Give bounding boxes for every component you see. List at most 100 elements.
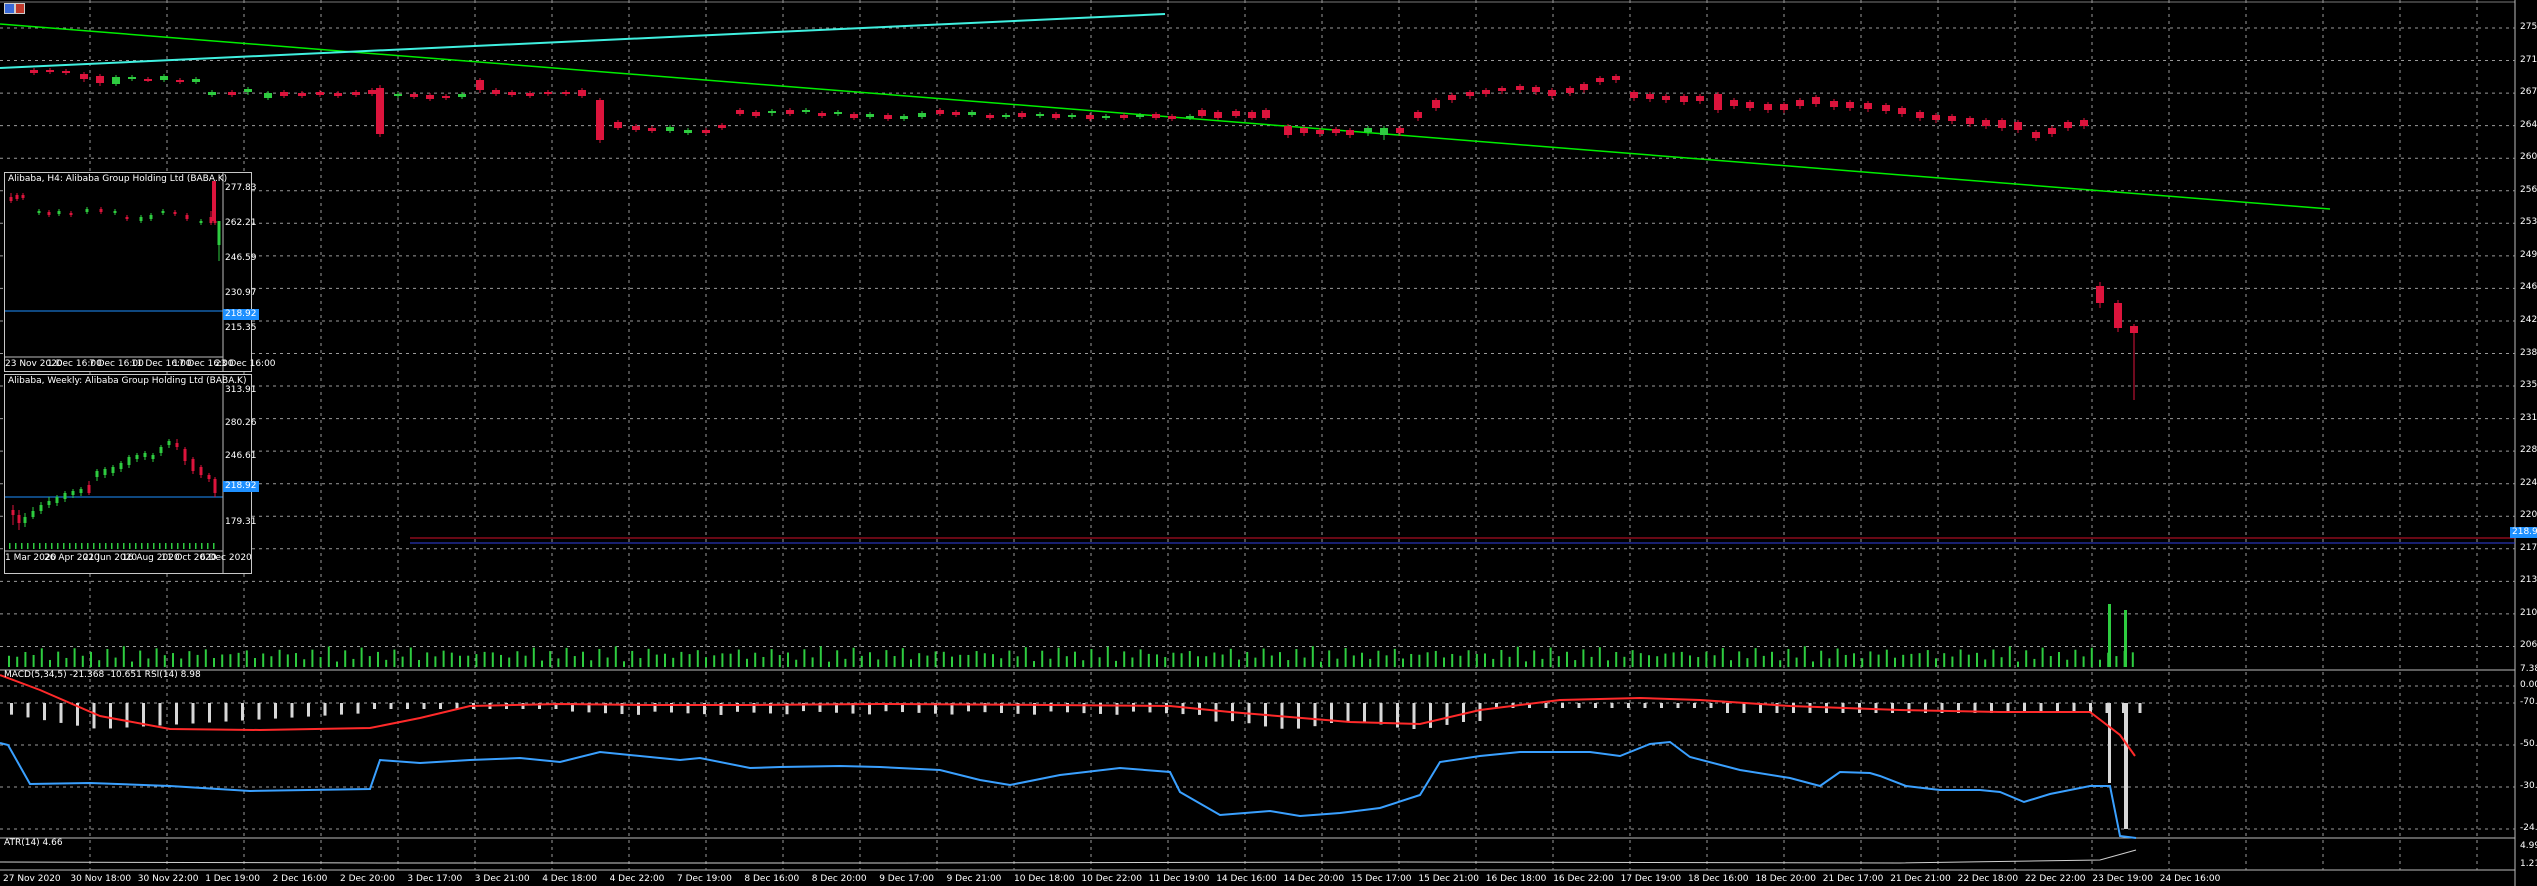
time-axis-label: 11 Dec 19:00 [1148, 874, 1210, 884]
time-axis-label: 15 Dec 17:00 [1351, 874, 1412, 884]
volume-bar [409, 647, 412, 667]
macd-histogram-bar [1066, 703, 1069, 713]
weekly-time-axis-label: 11 Oct 2020 [161, 553, 217, 563]
candle-bearish [492, 90, 500, 94]
volume-bar [1344, 648, 1347, 667]
candle-bearish [1566, 88, 1574, 93]
volume-bar [1336, 658, 1339, 667]
volume-bar [475, 654, 478, 667]
candle-bearish [1396, 128, 1404, 133]
volume-bar [319, 657, 322, 667]
macd-histogram-bar [1016, 703, 1020, 714]
h4-price-axis-label: 230.97 [225, 288, 257, 298]
macd-histogram-bar [1049, 703, 1053, 712]
volume-bar [1279, 652, 1281, 667]
candle-bullish [192, 79, 200, 82]
candle-bearish [1916, 112, 1924, 118]
weekly-candle-bearish [207, 475, 211, 479]
candle-bearish [1998, 120, 2006, 128]
macd-histogram-bar [92, 703, 96, 729]
volume-bar [98, 660, 101, 667]
candle-bearish [2096, 286, 2104, 303]
weekly-candle-bullish [39, 505, 43, 511]
volume-bar [1049, 658, 1052, 667]
candle-bearish [1120, 115, 1128, 118]
chart-window-icon[interactable] [4, 3, 25, 14]
volume-bar [1270, 655, 1273, 667]
volume-bar [1082, 660, 1085, 667]
weekly-chart-plot [5, 375, 224, 573]
weekly-volume-bar [183, 543, 185, 549]
candle-bearish [648, 128, 656, 131]
weekly-volume-bar [171, 543, 173, 549]
candle-bearish [1746, 102, 1754, 108]
volume-bar [1459, 655, 1462, 667]
time-axis-label: 30 Nov 22:00 [137, 874, 199, 884]
candle-bullish [1068, 115, 1076, 117]
price-axis-label: 253.38 [2520, 217, 2537, 228]
volume-bar [483, 651, 486, 667]
volume-bar [286, 654, 289, 667]
time-axis-label: 16 Dec 22:00 [1553, 874, 1614, 884]
volume-bar [1164, 657, 1167, 667]
weekly-candle-bullish [79, 489, 83, 493]
h4-chart-panel[interactable]: Alibaba, H4: Alibaba Group Holding Ltd (… [4, 172, 276, 372]
candle-bullish [128, 77, 136, 79]
h4-candle-bearish [69, 213, 73, 215]
volume-bar [57, 651, 60, 667]
price-axis-label: 220.89 [2520, 510, 2537, 521]
macd-histogram-bar [1940, 703, 1944, 713]
price-axis-label: 206.45 [2520, 640, 2537, 651]
macd-histogram-bar [1957, 703, 1960, 713]
volume-bar [1656, 656, 1659, 667]
macd-histogram-bar [686, 703, 690, 714]
time-axis-label: 8 Dec 16:00 [744, 874, 800, 884]
volume-bar [172, 653, 174, 667]
volume-bar [188, 651, 191, 667]
macd-histogram-bar [373, 703, 376, 709]
volume-bar [1935, 658, 1937, 667]
volume-bar [647, 648, 650, 667]
weekly-panel-title: Alibaba, Weekly: Alibaba Group Holding L… [8, 376, 247, 386]
volume-bar [237, 652, 240, 667]
volume-bar [1492, 658, 1495, 667]
macd-histogram-bar [1495, 703, 1498, 708]
macd-histogram-bar [59, 703, 63, 723]
price-axis-label: 224.50 [2520, 477, 2537, 488]
volume-bar [811, 657, 814, 667]
macd-histogram-bar [1874, 703, 1878, 713]
atr-label: ATR(14) 4.66 [4, 838, 63, 848]
macd-histogram-bar [2072, 703, 2076, 713]
macd-histogram-bar [785, 703, 789, 715]
macd-axis-label: -24.100 [2520, 823, 2537, 833]
weekly-candle-bearish [87, 485, 91, 493]
candle-bearish [2064, 122, 2072, 128]
volume-bar [2008, 646, 2011, 667]
volume-bar [1820, 650, 1823, 667]
volume-bar [1992, 649, 1995, 667]
volume-bar [959, 654, 962, 667]
macd-histogram-bar [752, 703, 756, 713]
weekly-volume-bar [129, 543, 131, 549]
weekly-chart-panel[interactable]: Alibaba, Weekly: Alibaba Group Holding L… [4, 374, 259, 574]
time-axis-label: 22 Dec 22:00 [2025, 874, 2086, 884]
h4-candle-bullish [85, 209, 89, 212]
macd-histogram-bar [604, 703, 607, 714]
volume-bar [672, 657, 675, 667]
volume-bar [639, 658, 642, 667]
candle-bearish [544, 92, 552, 94]
h4-candle-bullish [57, 211, 61, 214]
volume-bar [532, 647, 535, 667]
volume-bar [385, 659, 388, 667]
time-axis-label: 14 Dec 16:00 [1216, 874, 1277, 884]
candle-bearish [30, 70, 38, 73]
volume-bar [2090, 647, 2093, 667]
candle-bearish [614, 122, 622, 128]
volume-bar [1090, 649, 1093, 667]
time-axis-label: 10 Dec 22:00 [1081, 874, 1142, 884]
weekly-volume-bar [105, 543, 107, 549]
h4-price-axis-label: 277.83 [225, 183, 257, 193]
candle-bearish [1580, 84, 1588, 90]
volume-bar [516, 651, 519, 667]
